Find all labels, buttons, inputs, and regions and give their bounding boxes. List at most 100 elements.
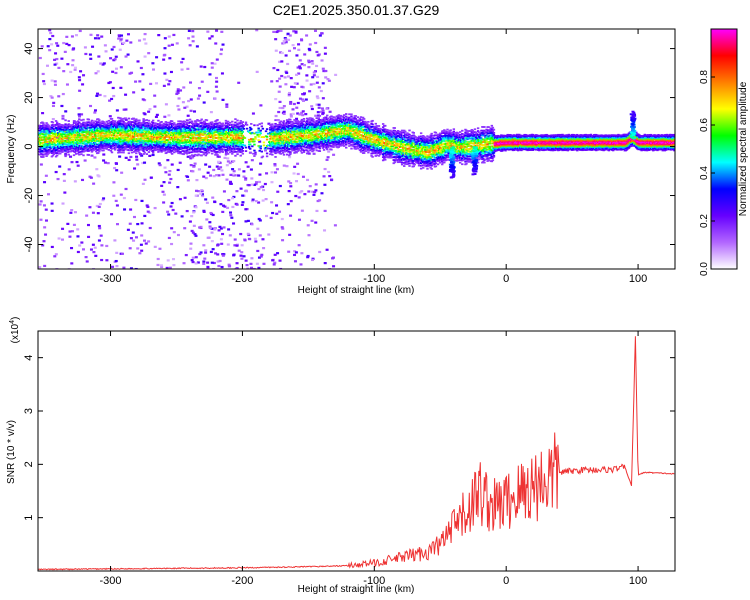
heatmap-cell bbox=[192, 154, 196, 157]
heatmap-cell bbox=[345, 113, 348, 115]
heatmap-cell bbox=[177, 97, 181, 100]
heatmap-cell bbox=[92, 125, 96, 128]
heatmap-cell bbox=[245, 123, 249, 126]
heatmap-cell bbox=[347, 120, 350, 122]
heatmap-cell bbox=[84, 52, 88, 56]
heatmap-cell bbox=[270, 128, 273, 131]
heatmap-cell bbox=[81, 149, 84, 152]
heatmap-cell bbox=[154, 115, 158, 119]
heatmap-cell bbox=[143, 214, 147, 218]
heatmap-cell bbox=[132, 91, 136, 94]
heatmap-cell bbox=[191, 231, 195, 234]
heatmap-cell bbox=[90, 123, 94, 126]
heatmap-cell bbox=[188, 145, 192, 148]
heatmap-cell bbox=[182, 147, 185, 150]
heatmap-cell bbox=[42, 146, 45, 149]
heatmap-cell bbox=[315, 50, 319, 54]
heatmap-cell bbox=[328, 135, 331, 138]
heatmap-cell bbox=[119, 86, 123, 89]
heatmap-cell bbox=[171, 208, 175, 212]
heatmap-cell bbox=[181, 123, 184, 126]
heatmap-cell bbox=[307, 61, 311, 64]
heatmap-cell bbox=[52, 145, 56, 148]
heatmap-cell bbox=[202, 101, 206, 104]
heatmap-cell bbox=[221, 254, 225, 257]
heatmap-cell bbox=[149, 82, 153, 86]
heatmap-cell bbox=[156, 132, 159, 135]
heatmap-cell bbox=[244, 177, 248, 180]
heatmap-cell bbox=[202, 142, 205, 145]
heatmap-cell bbox=[358, 146, 362, 149]
heatmap-cell bbox=[208, 37, 212, 40]
heatmap-cell bbox=[255, 29, 259, 32]
heatmap-cell bbox=[214, 85, 218, 88]
heatmap-cell bbox=[211, 213, 215, 217]
heatmap-cell bbox=[281, 121, 285, 124]
heatmap-cell bbox=[190, 259, 194, 262]
heatmap-cell bbox=[333, 224, 337, 227]
heatmap-cell bbox=[169, 205, 173, 208]
heatmap-cell bbox=[90, 119, 94, 122]
heatmap-cell bbox=[324, 116, 328, 119]
heatmap-cell bbox=[76, 164, 80, 167]
heatmap-cell bbox=[228, 151, 232, 154]
heatmap-cell bbox=[188, 155, 192, 158]
heatmap-cell bbox=[150, 123, 154, 126]
heatmap-cell bbox=[310, 141, 313, 144]
heatmap-cell bbox=[147, 110, 151, 113]
heatmap-cell bbox=[75, 150, 79, 153]
heatmap-cell bbox=[193, 162, 197, 165]
heatmap-cell bbox=[225, 178, 229, 181]
heatmap-cell bbox=[201, 144, 204, 147]
heatmap-cell bbox=[189, 81, 193, 84]
heatmap-cell bbox=[76, 228, 80, 231]
heatmap-cell bbox=[260, 122, 264, 125]
heatmap-cell bbox=[183, 138, 186, 141]
heatmap-cell bbox=[97, 123, 100, 126]
heatmap-cell bbox=[292, 144, 295, 147]
heatmap-cell bbox=[302, 138, 306, 140]
heatmap-cell bbox=[258, 131, 261, 134]
heatmap-cell bbox=[44, 134, 47, 137]
heatmap-cell bbox=[173, 139, 176, 141]
heatmap-cell bbox=[136, 163, 140, 166]
heatmap-cell bbox=[358, 138, 362, 141]
heatmap-cell bbox=[204, 136, 208, 139]
heatmap-cell bbox=[290, 146, 293, 149]
heatmap-cell bbox=[62, 70, 66, 73]
heatmap-cell bbox=[132, 215, 136, 219]
heatmap-cell bbox=[244, 146, 248, 149]
heatmap-cell bbox=[48, 151, 51, 154]
heatmap-cell bbox=[282, 110, 286, 113]
heatmap-cell bbox=[118, 40, 122, 43]
heatmap-cell bbox=[359, 150, 363, 153]
heatmap-cell bbox=[320, 32, 324, 35]
heatmap-cell bbox=[277, 143, 280, 146]
heatmap-cell bbox=[169, 151, 173, 154]
heatmap-cell bbox=[204, 146, 208, 148]
heatmap-cell bbox=[198, 252, 202, 256]
heatmap-cell bbox=[326, 114, 329, 117]
heatmap-cell bbox=[178, 146, 181, 149]
heatmap-cell bbox=[216, 150, 219, 153]
heatmap-cell bbox=[250, 266, 254, 269]
heatmap-cell bbox=[82, 154, 85, 157]
heatmap-cell bbox=[87, 235, 91, 239]
heatmap-cell bbox=[105, 137, 108, 140]
heatmap-cell bbox=[287, 180, 291, 183]
heatmap-cell bbox=[360, 121, 364, 124]
heatmap-cell bbox=[197, 153, 200, 156]
heatmap-cell bbox=[287, 93, 291, 96]
heatmap-cell bbox=[83, 46, 87, 49]
heatmap-cell bbox=[170, 43, 174, 46]
heatmap-cell bbox=[244, 259, 248, 262]
heatmap-cell bbox=[293, 127, 296, 130]
heatmap-cell bbox=[165, 144, 169, 146]
heatmap-cell bbox=[186, 179, 190, 182]
heatmap-cell bbox=[161, 190, 165, 193]
heatmap-cell bbox=[370, 148, 373, 151]
heatmap-cell bbox=[322, 175, 326, 178]
heatmap-cell bbox=[203, 129, 207, 132]
heatmap-cell bbox=[286, 75, 290, 78]
heatmap-cell bbox=[353, 125, 356, 128]
